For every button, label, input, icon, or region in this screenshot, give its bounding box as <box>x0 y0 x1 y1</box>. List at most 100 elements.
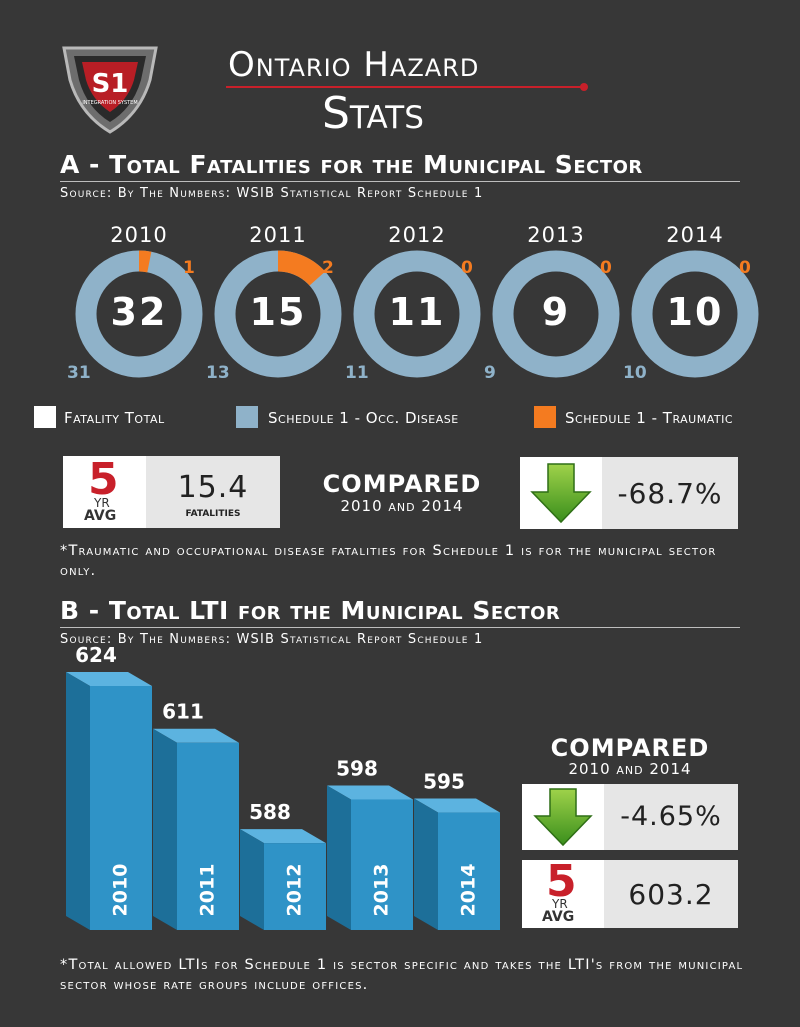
bar-category-label: 2013 <box>371 864 393 917</box>
section-b-source: Source: By The Numbers: WSIB Statistical… <box>60 632 484 647</box>
donut-traumatic-label: 0 <box>739 258 751 278</box>
five-yr-num-b: 5 <box>546 856 577 907</box>
donut-total-label: 32 <box>110 290 168 334</box>
fatality-donut-2014 <box>631 250 759 378</box>
fatality-donut-2011 <box>214 250 342 378</box>
donut-hole <box>97 272 181 356</box>
fatality-change-value: -68.7% <box>617 477 723 510</box>
bar-front <box>351 799 413 930</box>
five-year-avg-badge-a <box>63 456 147 528</box>
legend-label-occ-disease: Schedule 1 - Occ. Disease <box>268 409 459 427</box>
down-arrow-icon <box>530 463 592 524</box>
donut-year-label: 2013 <box>527 223 585 247</box>
legend-swatch-traumatic <box>534 406 556 428</box>
donut-segment-traumatic <box>138 250 152 273</box>
bar-top <box>66 672 152 686</box>
fatality-donut-2012 <box>353 250 481 378</box>
donut-segment-traumatic <box>277 250 326 286</box>
bar-top <box>153 728 239 743</box>
lti-bar-chart: 624 2010 611 2011 588 2012 598 2013 595 2014 <box>66 643 500 930</box>
bar-top <box>240 829 326 844</box>
bar-front <box>177 742 239 930</box>
change-card-a <box>602 457 738 529</box>
bar-value-label: 595 <box>423 770 465 794</box>
donut-hole <box>653 272 737 356</box>
page-title-line2: Stats <box>322 88 424 139</box>
donut-segment-occ-disease <box>353 250 481 378</box>
donut-traumatic-label: 0 <box>461 258 473 278</box>
five-yr-avg-a: AVG <box>84 508 117 524</box>
legend-label-traumatic: Schedule 1 - Traumatic <box>565 409 734 427</box>
compared-sub-b: 2010 and 2014 <box>568 760 692 778</box>
s1-logo: S1 INTEGRATION SYSTEM <box>62 46 158 134</box>
bar-side <box>240 829 264 930</box>
legend-label-total: Fatality Total <box>64 409 165 427</box>
bar-front <box>438 812 500 930</box>
bar-side <box>66 672 90 930</box>
donut-year-label: 2011 <box>249 223 307 247</box>
donut-year-label: 2012 <box>388 223 446 247</box>
bar-side <box>153 728 177 930</box>
donut-occ-disease-label: 11 <box>345 363 369 383</box>
section-b-footnote: *Total allowed LTIs for Schedule 1 is se… <box>60 957 744 993</box>
five-yr-avg-b: AVG <box>542 909 575 925</box>
compared-sub-a: 2010 and 2014 <box>340 497 464 515</box>
bar-category-label: 2011 <box>197 864 219 917</box>
donut-occ-disease-label: 31 <box>67 363 91 383</box>
donut-segment-occ-disease <box>492 250 620 378</box>
donut-occ-disease-label: 9 <box>484 363 496 383</box>
avg-value-card-b <box>604 860 738 928</box>
donut-traumatic-label: 0 <box>600 258 612 278</box>
legend-swatch-occ-disease <box>236 406 258 428</box>
compared-title-a: COMPARED <box>322 470 482 498</box>
donut-year-label: 2010 <box>110 223 168 247</box>
donut-total-label: 15 <box>249 290 307 334</box>
bar-category-label: 2012 <box>284 864 306 917</box>
bar-front <box>264 843 326 930</box>
title-underline-dot <box>580 83 588 91</box>
section-b-heading: B - Total LTI for the Municipal Sector <box>60 596 561 625</box>
donut-hole <box>514 272 598 356</box>
bar-side <box>327 785 351 930</box>
donut-total-label: 10 <box>666 290 724 334</box>
avg-fatalities-unit: fatalities <box>185 505 241 520</box>
change-card-b <box>604 784 738 850</box>
section-a-heading: A - Total Fatalities for the Municipal S… <box>60 150 643 179</box>
bar-top <box>327 785 413 800</box>
five-yr-num-a: 5 <box>88 454 119 505</box>
legend-swatch-total <box>34 406 56 428</box>
bar-category-label: 2010 <box>110 864 132 917</box>
avg-fatalities-value: 15.4 <box>177 470 249 505</box>
five-year-avg-badge-b <box>522 860 604 928</box>
donut-total-label: 9 <box>541 290 571 334</box>
bar-top <box>414 798 500 813</box>
down-arrow-icon <box>533 788 593 847</box>
section-a-rule <box>60 181 740 182</box>
bar-value-label: 624 <box>75 643 117 667</box>
bar-side <box>414 798 438 930</box>
donut-segment-occ-disease <box>631 250 759 378</box>
svg-text:S1: S1 <box>92 69 129 99</box>
bar-value-label: 598 <box>336 756 378 780</box>
section-a-source: Source: By The Numbers: WSIB Statistical… <box>60 186 484 201</box>
five-yr-yr-a: YR <box>94 496 110 510</box>
donut-year-label: 2014 <box>666 223 724 247</box>
donut-total-label: 11 <box>388 290 446 334</box>
donut-traumatic-label: 1 <box>183 258 195 278</box>
fatality-donut-2010 <box>75 250 203 378</box>
donut-hole <box>236 272 320 356</box>
donut-occ-disease-label: 10 <box>623 363 647 383</box>
lti-change-value: -4.65% <box>620 801 722 832</box>
title-underline <box>226 86 586 88</box>
fatality-donut-2013 <box>492 250 620 378</box>
donut-hole <box>375 272 459 356</box>
bar-front <box>90 686 152 930</box>
bar-value-label: 611 <box>162 700 204 724</box>
avg-lti-value: 603.2 <box>628 878 714 911</box>
compared-title-b: COMPARED <box>550 734 710 762</box>
donut-occ-disease-label: 13 <box>206 363 230 383</box>
bar-value-label: 588 <box>249 800 291 824</box>
page-title-line1: Ontario Hazard <box>228 45 480 85</box>
five-yr-yr-b: YR <box>552 897 568 911</box>
donut-traumatic-label: 2 <box>322 258 334 278</box>
